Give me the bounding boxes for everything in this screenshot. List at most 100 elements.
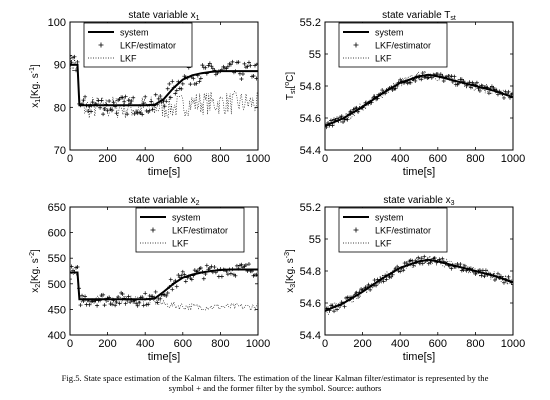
series-estimator-point xyxy=(75,59,80,64)
y-tick-label: 600 xyxy=(48,228,66,240)
caption-line-1: Fig.5. State space estimation of the Kal… xyxy=(61,373,489,383)
series-estimator-point xyxy=(441,78,446,83)
series-estimator-point xyxy=(141,303,146,308)
x-tick-label: 800 xyxy=(211,153,229,165)
series-estimator-point xyxy=(389,274,394,279)
series-estimator-point xyxy=(179,273,184,278)
series-estimator-point xyxy=(506,89,511,94)
plot-area xyxy=(69,21,259,151)
x-tick-label: 400 xyxy=(136,338,154,350)
series-estimator-point xyxy=(236,60,241,65)
legend-label: LKF xyxy=(375,239,392,249)
y-tick-label: 550 xyxy=(48,253,66,265)
y-tick-label: 54.6 xyxy=(300,113,321,125)
series-estimator-point xyxy=(170,79,175,84)
series-estimator-point xyxy=(332,309,337,314)
x-tick-label: 600 xyxy=(174,153,192,165)
series-estimator-point xyxy=(209,264,214,269)
series-lkf-line xyxy=(70,271,258,312)
series-estimator-point xyxy=(164,293,169,298)
series-estimator-point xyxy=(330,123,335,128)
series-estimator-point xyxy=(252,63,257,68)
legend-label: LKF/estimator xyxy=(375,226,431,236)
series-system-line xyxy=(325,73,513,127)
y-tick-label: 54.8 xyxy=(300,266,321,278)
series-estimator-point xyxy=(70,60,74,65)
series-estimator-point xyxy=(204,263,209,268)
series-estimator-point xyxy=(246,60,251,65)
series-estimator-point xyxy=(408,80,413,85)
series-estimator-point xyxy=(146,302,151,307)
x-tick-label: 800 xyxy=(211,338,229,350)
series-estimator-point xyxy=(83,294,88,299)
series-estimator-point xyxy=(245,64,250,69)
series-estimator-point xyxy=(390,272,395,277)
x-tick-label: 800 xyxy=(466,338,484,350)
series-estimator-point xyxy=(101,292,106,297)
series-estimator-point xyxy=(483,268,488,273)
legend-label: LKF/estimator xyxy=(120,41,176,51)
series-estimator-point xyxy=(129,98,134,103)
x-tick-label: 400 xyxy=(136,153,154,165)
series-estimator-point xyxy=(147,108,152,113)
series-system-line xyxy=(70,268,258,301)
series-estimator-point xyxy=(155,300,160,305)
series-estimator-point xyxy=(126,98,131,103)
x-tick-label: 400 xyxy=(391,338,409,350)
series-estimator-point xyxy=(117,301,122,306)
series-estimator-point xyxy=(207,61,212,66)
series-estimator-point xyxy=(398,269,403,274)
series-estimator-point xyxy=(240,72,245,77)
series-system-line xyxy=(325,258,513,312)
series-estimator-point xyxy=(335,116,340,121)
series-estimator-point xyxy=(462,263,467,268)
series-estimator-point xyxy=(501,95,506,100)
series-estimator-point xyxy=(342,304,347,309)
series-lkf-line xyxy=(325,254,513,315)
series-estimator-point xyxy=(174,88,179,93)
legend-marker-estimator xyxy=(353,42,359,48)
series-layer xyxy=(325,254,513,315)
y-tick-label: 80 xyxy=(54,102,66,114)
series-estimator-point xyxy=(501,280,506,285)
series-estimator-point xyxy=(201,276,206,281)
y-axis-label: Tst[oC] xyxy=(284,72,297,100)
series-estimator-point xyxy=(474,80,479,85)
series-layer xyxy=(325,70,513,130)
series-estimator-point xyxy=(200,63,205,68)
series-estimator-point xyxy=(506,274,511,279)
series-estimator-point xyxy=(143,94,148,99)
plot-area xyxy=(69,206,259,336)
series-estimator-point xyxy=(335,307,340,312)
series-estimator-point xyxy=(98,105,103,110)
series-estimator-point xyxy=(482,274,487,279)
legend-marker-estimator xyxy=(150,227,156,233)
series-estimator-point xyxy=(495,271,500,276)
series-estimator-point xyxy=(198,76,203,81)
y-axis-label: x2[Kg. s-2] xyxy=(29,249,42,293)
series-estimator-point xyxy=(432,255,437,260)
x-tick-label: 200 xyxy=(353,153,371,165)
x-tick-label: 0 xyxy=(322,153,328,165)
y-tick-label: 54.4 xyxy=(300,145,321,157)
x-axis-label: time[s] xyxy=(403,351,435,363)
legend: system LKF/estimator LKF xyxy=(338,207,448,253)
series-lkf-line xyxy=(70,54,258,119)
series-estimator-point xyxy=(212,265,217,270)
series-estimator-point xyxy=(243,263,248,268)
series-estimator-point xyxy=(345,117,350,122)
x-tick-label: 600 xyxy=(429,153,447,165)
series-estimator-point xyxy=(110,302,115,307)
series-estimator-point xyxy=(150,107,155,112)
series-estimator-point xyxy=(242,61,247,66)
x-tick-label: 0 xyxy=(67,153,73,165)
series-estimator-point xyxy=(183,279,188,284)
chart-title: state variable Tst xyxy=(382,10,456,22)
series-estimator-point xyxy=(123,301,128,306)
y-tick-label: 54.6 xyxy=(300,298,321,310)
series-estimator-point xyxy=(198,266,203,271)
x-tick-label: 600 xyxy=(429,338,447,350)
series-estimator-point xyxy=(219,274,224,279)
series-estimator-point xyxy=(158,94,163,99)
x-tick-label: 0 xyxy=(322,338,328,350)
